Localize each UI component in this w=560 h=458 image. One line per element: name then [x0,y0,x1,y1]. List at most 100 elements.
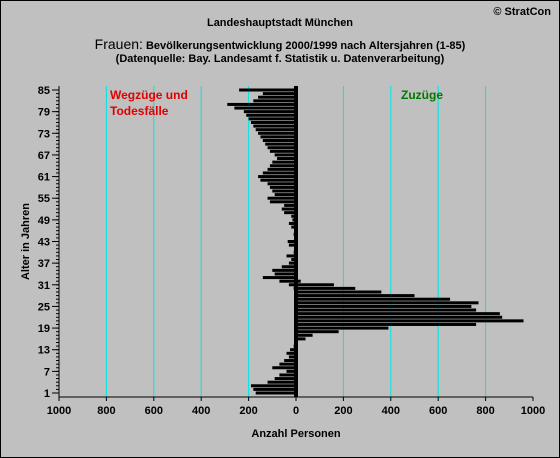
bar-in [296,304,472,308]
y-tick-label: 1 [44,388,50,400]
bar-out [277,157,296,161]
bar-out [281,207,296,211]
bar-out [291,225,296,229]
zero-axis [294,86,298,397]
bar-out [272,268,296,272]
y-tick-label: 43 [38,237,50,249]
bar-in [296,326,389,330]
bar-out [269,185,296,189]
bar-out [286,351,296,355]
y-tick-label: 49 [38,215,50,227]
x-tick-label: 400 [192,405,210,417]
subtitle-gender: Frauen: [94,36,143,52]
x-tick-label: 200 [239,405,257,417]
bar-out [291,214,296,218]
y-tick-label: 55 [38,193,50,205]
bar-out [288,283,296,287]
bar-out [255,391,296,395]
bar-in [296,319,524,323]
y-tick-label: 67 [38,150,50,162]
x-tick-label: 800 [97,405,115,417]
bar-out [267,380,296,384]
bar-out [269,200,296,204]
y-tick-label: 79 [38,107,50,119]
bar-out [234,106,296,110]
x-tick-label: 600 [429,405,447,417]
bar-out [253,387,296,391]
chart-subtitle: Frauen: Bevölkerungsentwicklung 2000/199… [1,36,559,52]
bar-out [260,135,296,139]
bar-out [248,117,296,121]
bar-out [262,276,296,280]
bar-in [296,301,479,305]
bar-out [284,203,296,207]
bar-out [267,167,296,171]
y-tick-label: 73 [38,128,50,140]
bar-out [258,131,296,135]
bar-out [258,95,296,99]
x-tick-label: 800 [476,405,494,417]
chart-title: Landeshauptstadt München [206,17,354,29]
bar-out [279,373,296,377]
subtitle-text: Bevölkerungsentwicklung 2000/1999 nach A… [145,40,466,52]
bar-out [272,160,296,164]
bar-out [265,142,296,146]
bar-out [267,146,296,150]
bar-out [239,88,296,92]
bar-out [291,258,296,262]
chart-source: (Datenquelle: Bay. Landesamt f. Statisti… [115,53,445,65]
bar-in [296,279,301,283]
bar-out [253,124,296,128]
annotation-right: Zuzüge [401,88,443,102]
bar-out [269,149,296,153]
bar-out [250,384,296,388]
bar-out [279,362,296,366]
bar-out [288,261,296,265]
bar-out [288,355,296,359]
bar-in [296,337,306,341]
bar-in [296,286,356,290]
bar-out [284,359,296,363]
x-tick-label: 1000 [47,405,71,417]
x-tick-label: 600 [145,405,163,417]
y-tick-label: 25 [38,301,50,313]
bar-out [284,211,296,215]
bar-out [262,171,296,175]
bar-out [274,153,296,157]
bar-out [281,265,296,269]
bar-out [274,377,296,381]
bar-out [272,366,296,370]
y-tick-label: 37 [38,258,50,270]
y-tick-label: 31 [38,280,50,292]
bar-out [258,175,296,179]
bar-out [246,113,296,117]
bar-out [274,272,296,276]
x-axis-label: Anzahl Personen [251,428,341,440]
x-tick-label: 0 [293,405,299,417]
bar-out [227,102,296,106]
bar-out [288,221,296,225]
bar-out [255,128,296,132]
bar-out [279,279,296,283]
bar-in [296,333,313,337]
bar-out [287,239,296,244]
bar-out [286,369,296,373]
y-tick-label: 7 [44,366,50,378]
x-tick-label: 200 [334,405,352,417]
x-tick-label: 1000 [521,405,545,417]
bar-out [290,348,296,352]
bar-in [296,294,415,298]
bar-out [272,189,296,193]
bar-in [296,312,500,316]
bar-in [296,330,339,334]
y-tick-label: 13 [38,345,50,357]
y-tick-label: 61 [38,172,50,184]
bar-in [296,315,503,319]
bar-out [250,120,296,124]
y-tick-label: 85 [38,85,50,97]
bar-out [274,193,296,197]
bar-out [262,92,296,96]
x-tick-label: 400 [382,405,400,417]
bar-out [267,196,296,200]
